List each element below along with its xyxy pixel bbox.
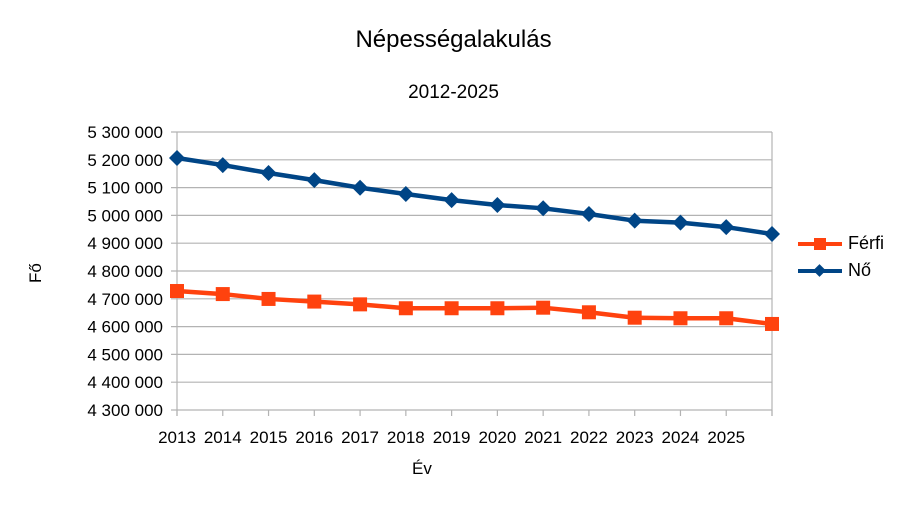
svg-text:2017: 2017 <box>341 428 379 447</box>
legend: Férfi Nő <box>798 230 884 284</box>
square-marker-icon <box>798 237 842 250</box>
legend-label: Férfi <box>848 233 884 253</box>
svg-text:2022: 2022 <box>570 428 608 447</box>
svg-text:2014: 2014 <box>204 428 242 447</box>
legend-label: Nő <box>848 260 872 280</box>
svg-text:5 200 000: 5 200 000 <box>87 151 163 170</box>
svg-text:5 300 000: 5 300 000 <box>87 123 163 142</box>
x-axis-title: Év <box>412 459 432 478</box>
svg-text:4 700 000: 4 700 000 <box>87 290 163 309</box>
svg-text:4 800 000: 4 800 000 <box>87 262 163 281</box>
chart-title: Népességalakulás <box>355 26 552 53</box>
svg-text:2016: 2016 <box>295 428 333 447</box>
svg-text:2015: 2015 <box>250 428 288 447</box>
svg-text:4 500 000: 4 500 000 <box>87 345 163 364</box>
svg-text:2025: 2025 <box>707 428 745 447</box>
svg-text:4 900 000: 4 900 000 <box>87 234 163 253</box>
svg-text:4 600 000: 4 600 000 <box>87 318 163 337</box>
chart-subtitle: 2012-2025 <box>408 82 499 103</box>
y-axis-tick-labels: 5 300 000 5 200 000 5 100 000 5 000 000 4 90… <box>87 123 163 420</box>
svg-text:4 300 000: 4 300 000 <box>87 401 163 420</box>
legend-item-no: Nő <box>798 257 884 284</box>
svg-text:5 000 000: 5 000 000 <box>87 206 163 225</box>
svg-text:2021: 2021 <box>524 428 562 447</box>
svg-text:2013: 2013 <box>158 428 196 447</box>
diamond-marker-icon <box>798 263 842 277</box>
svg-text:4 400 000: 4 400 000 <box>87 373 163 392</box>
data-series <box>169 149 780 331</box>
svg-text:2024: 2024 <box>662 428 700 447</box>
legend-item-ferfi: Férfi <box>798 230 884 257</box>
svg-text:2023: 2023 <box>616 428 654 447</box>
svg-text:2020: 2020 <box>478 428 516 447</box>
gridlines <box>171 131 773 416</box>
svg-text:2018: 2018 <box>387 428 425 447</box>
svg-text:2019: 2019 <box>433 428 471 447</box>
svg-text:5 100 000: 5 100 000 <box>87 179 163 198</box>
x-axis-tick-labels: 2013 2014 2015 2016 2017 2018 2019 2020 2021 2022… <box>158 428 745 447</box>
